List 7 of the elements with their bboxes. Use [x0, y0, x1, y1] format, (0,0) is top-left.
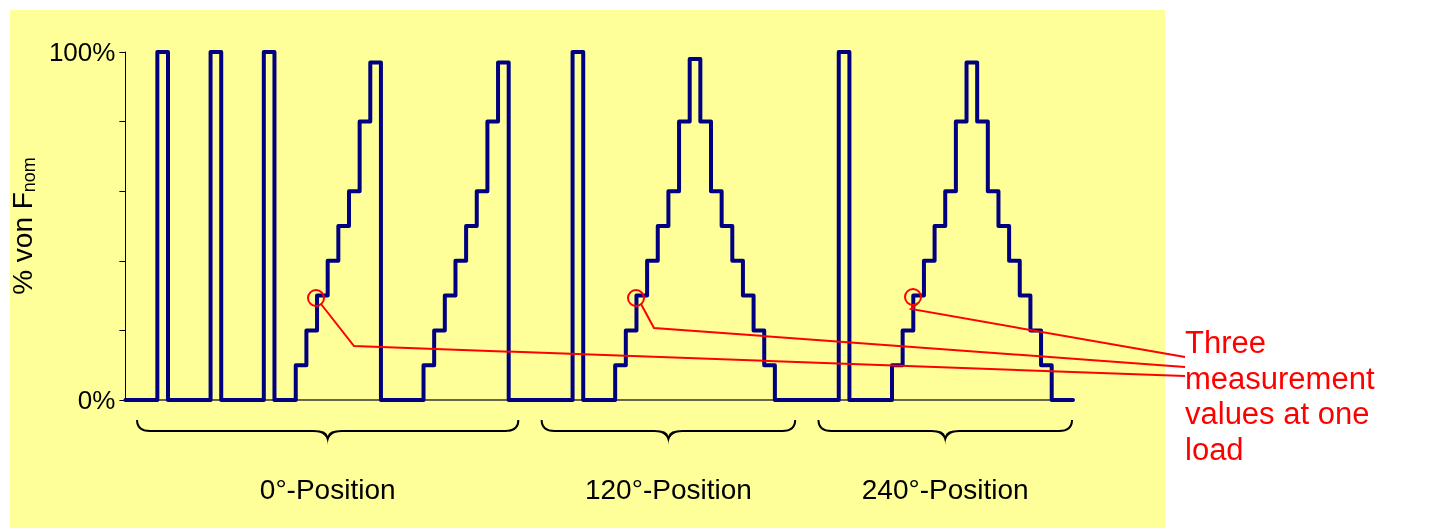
y-tick-label: 100% — [48, 37, 116, 67]
y-tick-label: 0% — [77, 385, 116, 415]
text: 120°-Position — [584, 474, 752, 506]
text: Three measurement values at one load — [1185, 325, 1376, 468]
text: 240°-Position — [861, 474, 1029, 506]
y-axis-title: % von Fnom — [6, 157, 39, 295]
text: 0°-Position — [259, 474, 396, 506]
